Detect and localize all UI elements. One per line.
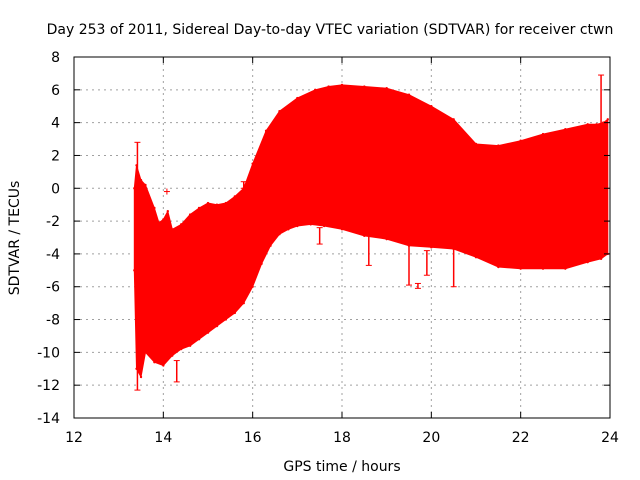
upper-envelope-point bbox=[180, 223, 183, 226]
upper-envelope-point bbox=[215, 203, 219, 206]
lower-envelope-point bbox=[385, 237, 388, 241]
y-axis-label: SDTVAR / TECUs bbox=[7, 181, 23, 296]
lower-envelope-point bbox=[519, 267, 522, 270]
upper-envelope-point bbox=[385, 86, 388, 90]
lower-envelope-point bbox=[296, 224, 299, 228]
lower-envelope-point bbox=[269, 244, 272, 247]
lower-envelope-point bbox=[139, 375, 143, 379]
lower-envelope-point bbox=[162, 364, 165, 367]
lower-envelope-point bbox=[340, 228, 344, 231]
y-ticks: -14 -12 -10 -8 -6 -4 -2 0 2 4 6 8 bbox=[37, 50, 610, 427]
lower-envelope-point bbox=[309, 223, 312, 226]
lower-envelope-point bbox=[188, 344, 192, 347]
y-tick-label: -12 bbox=[37, 378, 60, 394]
y-tick-label: 4 bbox=[51, 116, 60, 132]
upper-envelope-point bbox=[233, 195, 236, 198]
lower-envelope-point bbox=[541, 267, 545, 270]
upper-envelope-point bbox=[606, 118, 609, 121]
upper-envelope-point bbox=[157, 221, 161, 224]
upper-envelope-point bbox=[407, 93, 411, 96]
y-tick-label: 0 bbox=[51, 181, 60, 197]
chart-title: Day 253 of 2011, Sidereal Day-to-day VTE… bbox=[47, 22, 614, 38]
y-tick-label: -8 bbox=[46, 313, 60, 329]
upper-envelope-point bbox=[497, 144, 500, 147]
lower-envelope-point bbox=[206, 331, 210, 334]
lower-envelope-point bbox=[251, 285, 254, 288]
upper-envelope-point bbox=[206, 201, 210, 205]
lower-envelope-point bbox=[278, 233, 281, 236]
upper-envelope-point bbox=[327, 85, 330, 88]
upper-envelope-point bbox=[162, 218, 165, 221]
upper-envelope-point bbox=[296, 96, 299, 100]
lower-envelope-point bbox=[233, 311, 236, 315]
upper-envelope-point bbox=[153, 206, 156, 210]
lower-envelope-point bbox=[564, 267, 567, 270]
x-tick-label: 16 bbox=[244, 430, 262, 446]
x-tick-label: 12 bbox=[65, 430, 83, 446]
y-tick-label: -4 bbox=[46, 247, 60, 263]
y-tick-label: 8 bbox=[51, 50, 60, 66]
upper-envelope-point bbox=[264, 129, 268, 133]
y-tick-label: -2 bbox=[46, 214, 60, 230]
upper-envelope-point bbox=[602, 121, 605, 124]
lower-envelope-point bbox=[430, 246, 433, 249]
upper-envelope-point bbox=[224, 201, 228, 205]
lower-envelope-point bbox=[287, 228, 290, 231]
upper-envelope-point bbox=[133, 187, 136, 190]
lower-envelope-point bbox=[144, 351, 147, 354]
lower-envelope-point bbox=[474, 255, 478, 259]
lower-envelope-point bbox=[215, 324, 219, 328]
upper-envelope-point bbox=[166, 210, 169, 213]
lower-envelope-point bbox=[242, 301, 245, 305]
upper-envelope-point bbox=[474, 142, 478, 146]
upper-envelope-point bbox=[340, 83, 344, 87]
x-tick-label: 20 bbox=[422, 430, 440, 446]
y-tick-label: -10 bbox=[37, 345, 60, 361]
lower-envelope-point bbox=[586, 260, 589, 264]
lower-envelope-point bbox=[599, 257, 603, 261]
x-axis-label: GPS time / hours bbox=[283, 459, 400, 475]
lower-envelope-point bbox=[322, 224, 326, 228]
upper-envelope-point bbox=[586, 123, 589, 126]
lower-envelope-point bbox=[224, 318, 228, 321]
y-tick-label: -6 bbox=[46, 280, 60, 296]
upper-envelope-point bbox=[519, 139, 522, 142]
lower-envelope-point bbox=[497, 265, 500, 269]
upper-envelope-point bbox=[144, 183, 147, 187]
upper-envelope-point bbox=[278, 109, 281, 113]
upper-envelope-point bbox=[188, 213, 192, 216]
lower-envelope-point bbox=[363, 234, 366, 238]
upper-envelope-point bbox=[595, 123, 598, 126]
y-tick-label: 2 bbox=[51, 148, 60, 164]
upper-envelope-point bbox=[197, 206, 201, 210]
lower-envelope-point bbox=[180, 347, 183, 351]
sdtvar-band bbox=[133, 84, 609, 379]
lower-envelope-point bbox=[171, 354, 174, 357]
lower-envelope-point bbox=[133, 269, 136, 272]
lower-envelope-point bbox=[260, 262, 263, 265]
x-tick-label: 24 bbox=[601, 430, 619, 446]
y-tick-label: -14 bbox=[37, 411, 60, 427]
upper-envelope-point bbox=[430, 105, 433, 108]
x-tick-label: 14 bbox=[154, 430, 172, 446]
x-ticks: 12 14 16 18 20 22 24 bbox=[65, 57, 619, 446]
upper-envelope-point bbox=[363, 85, 366, 88]
upper-envelope-point bbox=[314, 88, 317, 92]
upper-envelope-point bbox=[251, 162, 254, 165]
lower-envelope-point bbox=[153, 361, 156, 364]
lower-envelope-point bbox=[197, 338, 201, 341]
upper-envelope-point bbox=[139, 178, 143, 182]
x-tick-label: 18 bbox=[333, 430, 351, 446]
upper-envelope-point bbox=[452, 118, 455, 121]
y-tick-label: 6 bbox=[51, 83, 60, 99]
x-tick-label: 22 bbox=[512, 430, 530, 446]
upper-envelope-point bbox=[171, 228, 174, 231]
error-bars bbox=[134, 74, 605, 391]
upper-envelope-point bbox=[564, 128, 567, 131]
data-area bbox=[133, 83, 609, 379]
upper-envelope-point bbox=[541, 132, 545, 136]
